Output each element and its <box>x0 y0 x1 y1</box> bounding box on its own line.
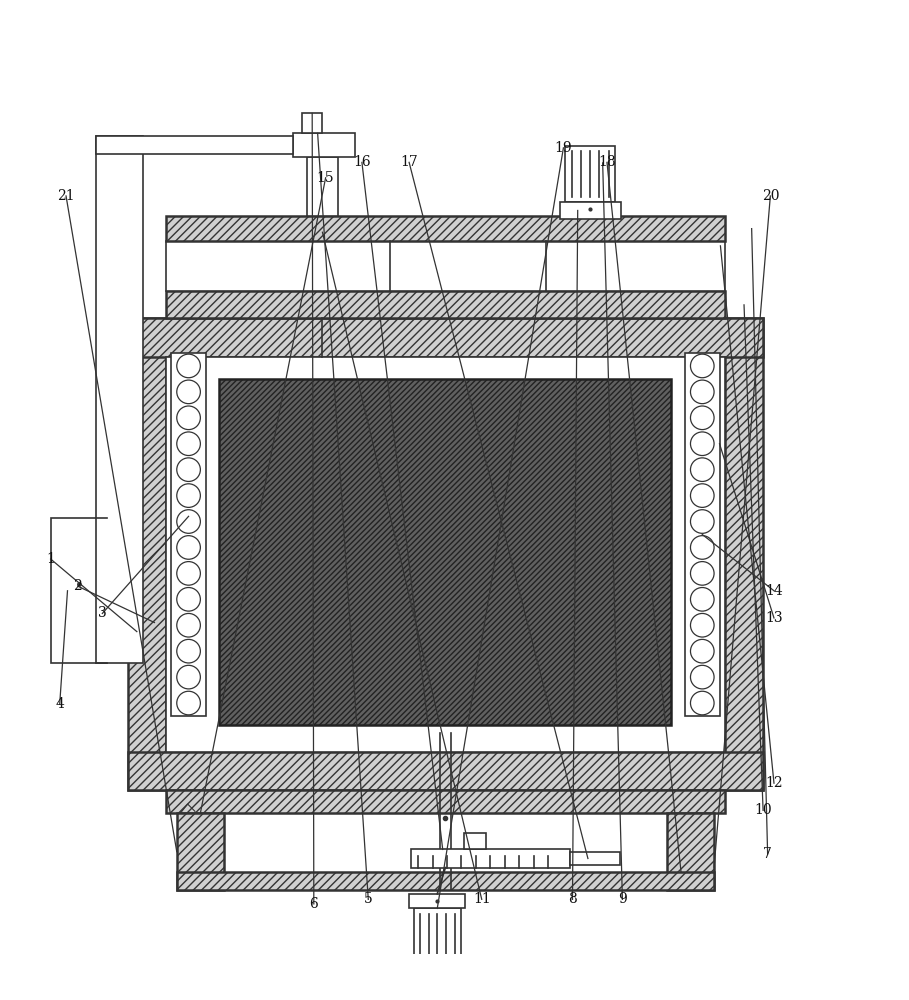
Text: 21: 21 <box>57 189 75 203</box>
Bar <box>128 318 165 790</box>
Text: 17: 17 <box>400 155 418 169</box>
Bar <box>176 813 224 890</box>
Bar <box>165 241 725 291</box>
Text: 14: 14 <box>765 584 783 598</box>
Circle shape <box>176 562 200 585</box>
Bar <box>171 353 205 716</box>
Bar <box>128 318 763 357</box>
Bar <box>667 813 714 890</box>
Circle shape <box>176 380 200 404</box>
Bar <box>96 136 144 663</box>
Bar <box>570 852 620 865</box>
Circle shape <box>176 588 200 611</box>
Text: 12: 12 <box>765 776 783 790</box>
Circle shape <box>691 639 714 663</box>
Text: 7: 7 <box>764 847 772 861</box>
Circle shape <box>176 458 200 481</box>
Bar <box>96 136 293 154</box>
Bar <box>409 894 465 908</box>
Text: 6: 6 <box>309 897 318 911</box>
Circle shape <box>176 484 200 507</box>
Bar <box>176 872 714 890</box>
Bar <box>302 113 322 133</box>
Circle shape <box>176 665 200 689</box>
Circle shape <box>691 665 714 689</box>
Text: 8: 8 <box>568 892 577 906</box>
Text: 13: 13 <box>765 611 783 625</box>
Bar <box>411 849 570 868</box>
Circle shape <box>176 432 200 456</box>
Bar <box>725 318 763 790</box>
Circle shape <box>691 613 714 637</box>
Bar <box>464 833 486 849</box>
Circle shape <box>691 484 714 507</box>
Bar <box>51 518 107 663</box>
Bar <box>685 353 720 716</box>
Circle shape <box>176 639 200 663</box>
Circle shape <box>691 510 714 533</box>
Circle shape <box>176 406 200 430</box>
Text: 11: 11 <box>473 892 491 906</box>
Bar <box>165 291 725 318</box>
Circle shape <box>691 588 714 611</box>
Circle shape <box>176 691 200 715</box>
Text: 2: 2 <box>74 579 82 593</box>
Text: 4: 4 <box>55 697 65 711</box>
Circle shape <box>691 354 714 378</box>
Circle shape <box>691 536 714 559</box>
Circle shape <box>176 536 200 559</box>
Bar <box>560 202 621 219</box>
Bar <box>165 216 725 241</box>
Bar <box>165 790 725 813</box>
Text: 10: 10 <box>754 803 772 817</box>
Circle shape <box>691 458 714 481</box>
Circle shape <box>691 380 714 404</box>
Text: 1: 1 <box>46 552 55 566</box>
Text: 16: 16 <box>353 155 371 169</box>
Circle shape <box>691 562 714 585</box>
Bar <box>414 908 461 965</box>
Text: 3: 3 <box>98 606 106 620</box>
Text: 19: 19 <box>554 141 573 155</box>
Text: 20: 20 <box>762 189 779 203</box>
Bar <box>293 133 355 157</box>
Bar <box>219 379 672 725</box>
Text: 5: 5 <box>364 892 373 906</box>
Bar <box>165 357 725 752</box>
Circle shape <box>176 510 200 533</box>
Circle shape <box>176 613 200 637</box>
Bar <box>565 146 615 202</box>
Circle shape <box>691 432 714 456</box>
Text: 15: 15 <box>317 171 335 185</box>
Text: A: A <box>179 788 189 801</box>
Text: 18: 18 <box>598 155 615 169</box>
Bar <box>128 752 763 790</box>
Text: A: A <box>702 788 712 801</box>
Circle shape <box>176 354 200 378</box>
Circle shape <box>691 406 714 430</box>
Circle shape <box>691 691 714 715</box>
Bar <box>306 157 338 216</box>
Text: 9: 9 <box>618 892 627 906</box>
